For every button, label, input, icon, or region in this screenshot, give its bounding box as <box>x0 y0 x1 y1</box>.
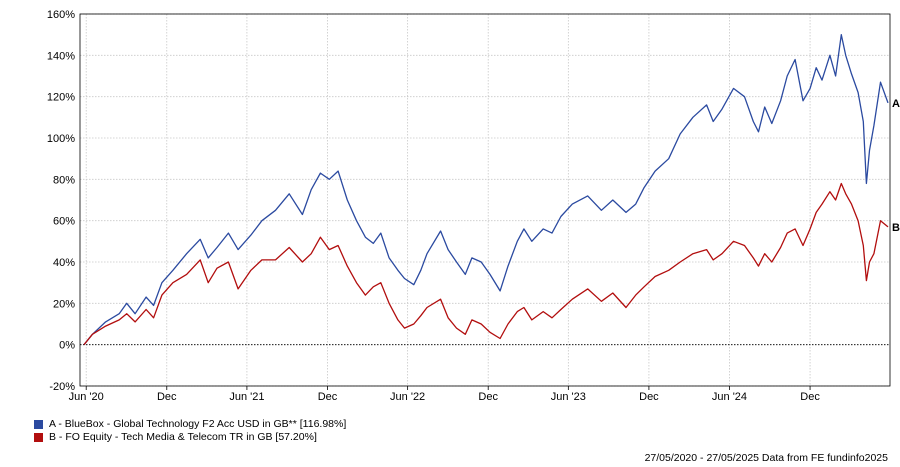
series-end-label-b: B <box>892 222 900 234</box>
plot-area-frame <box>79 13 891 387</box>
y-tick-label: 0% <box>59 340 75 352</box>
y-tick-label: 100% <box>47 133 75 145</box>
x-tick-label: Jun '24 <box>712 391 747 403</box>
y-axis: -20% 0% 20% 40% 60% 80% 100% 120% 140% 160% <box>47 9 75 393</box>
x-tick-label: Jun '21 <box>229 391 264 403</box>
y-tick-label: 140% <box>47 50 75 62</box>
y-tick-label: 60% <box>53 216 75 228</box>
legend-swatch-b <box>34 432 43 442</box>
legend-item-a: A - BlueBox - Global Technology F2 Acc U… <box>34 418 346 430</box>
legend-label-a: A - BlueBox - Global Technology F2 Acc U… <box>49 418 347 430</box>
legend-swatch-a <box>34 419 43 429</box>
x-tick-label: Dec <box>639 391 659 403</box>
y-tick-label: -20% <box>49 381 75 393</box>
date-range-footer: 27/05/2020 - 27/05/2025 Data from FE fun… <box>644 452 888 464</box>
y-tick-label: 160% <box>47 9 75 21</box>
series-lines <box>83 34 889 346</box>
series-end-labels: AB <box>892 98 900 234</box>
x-axis: Jun '20 Dec Jun '21 Dec Jun '22 Dec Jun '23 Dec… <box>69 386 820 403</box>
y-tick-label: 120% <box>47 92 75 104</box>
gridlines <box>80 13 890 387</box>
series-end-label-a: A <box>892 98 900 110</box>
x-tick-label: Dec <box>800 391 820 403</box>
series-line-b <box>83 182 889 346</box>
x-tick-label: Dec <box>478 391 498 403</box>
series-line-a <box>83 34 889 346</box>
y-tick-label: 20% <box>53 298 75 310</box>
x-tick-label: Dec <box>157 391 177 403</box>
x-tick-label: Jun '20 <box>69 391 104 403</box>
legend-item-b: B - FO Equity - Tech Media & Telecom TR … <box>34 431 317 443</box>
legend-label-b: B - FO Equity - Tech Media & Telecom TR … <box>49 431 317 443</box>
y-tick-label: 40% <box>53 257 75 269</box>
x-tick-label: Jun '22 <box>390 391 425 403</box>
y-tick-label: 80% <box>53 174 75 186</box>
x-tick-label: Jun '23 <box>551 391 586 403</box>
line-chart: -20% 0% 20% 40% 60% 80% 100% 120% 140% 160% Jun '… <box>47 9 900 403</box>
x-tick-label: Dec <box>318 391 338 403</box>
